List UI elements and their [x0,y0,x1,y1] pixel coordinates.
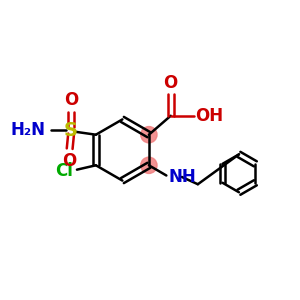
Text: NH: NH [168,168,196,186]
Text: OH: OH [196,107,224,125]
Circle shape [141,127,157,143]
Text: H₂N: H₂N [10,121,45,139]
Text: Cl: Cl [55,162,73,180]
Text: O: O [164,74,178,92]
Circle shape [141,157,157,173]
Text: O: O [64,91,78,109]
Text: S: S [64,121,78,140]
Text: O: O [62,152,77,169]
